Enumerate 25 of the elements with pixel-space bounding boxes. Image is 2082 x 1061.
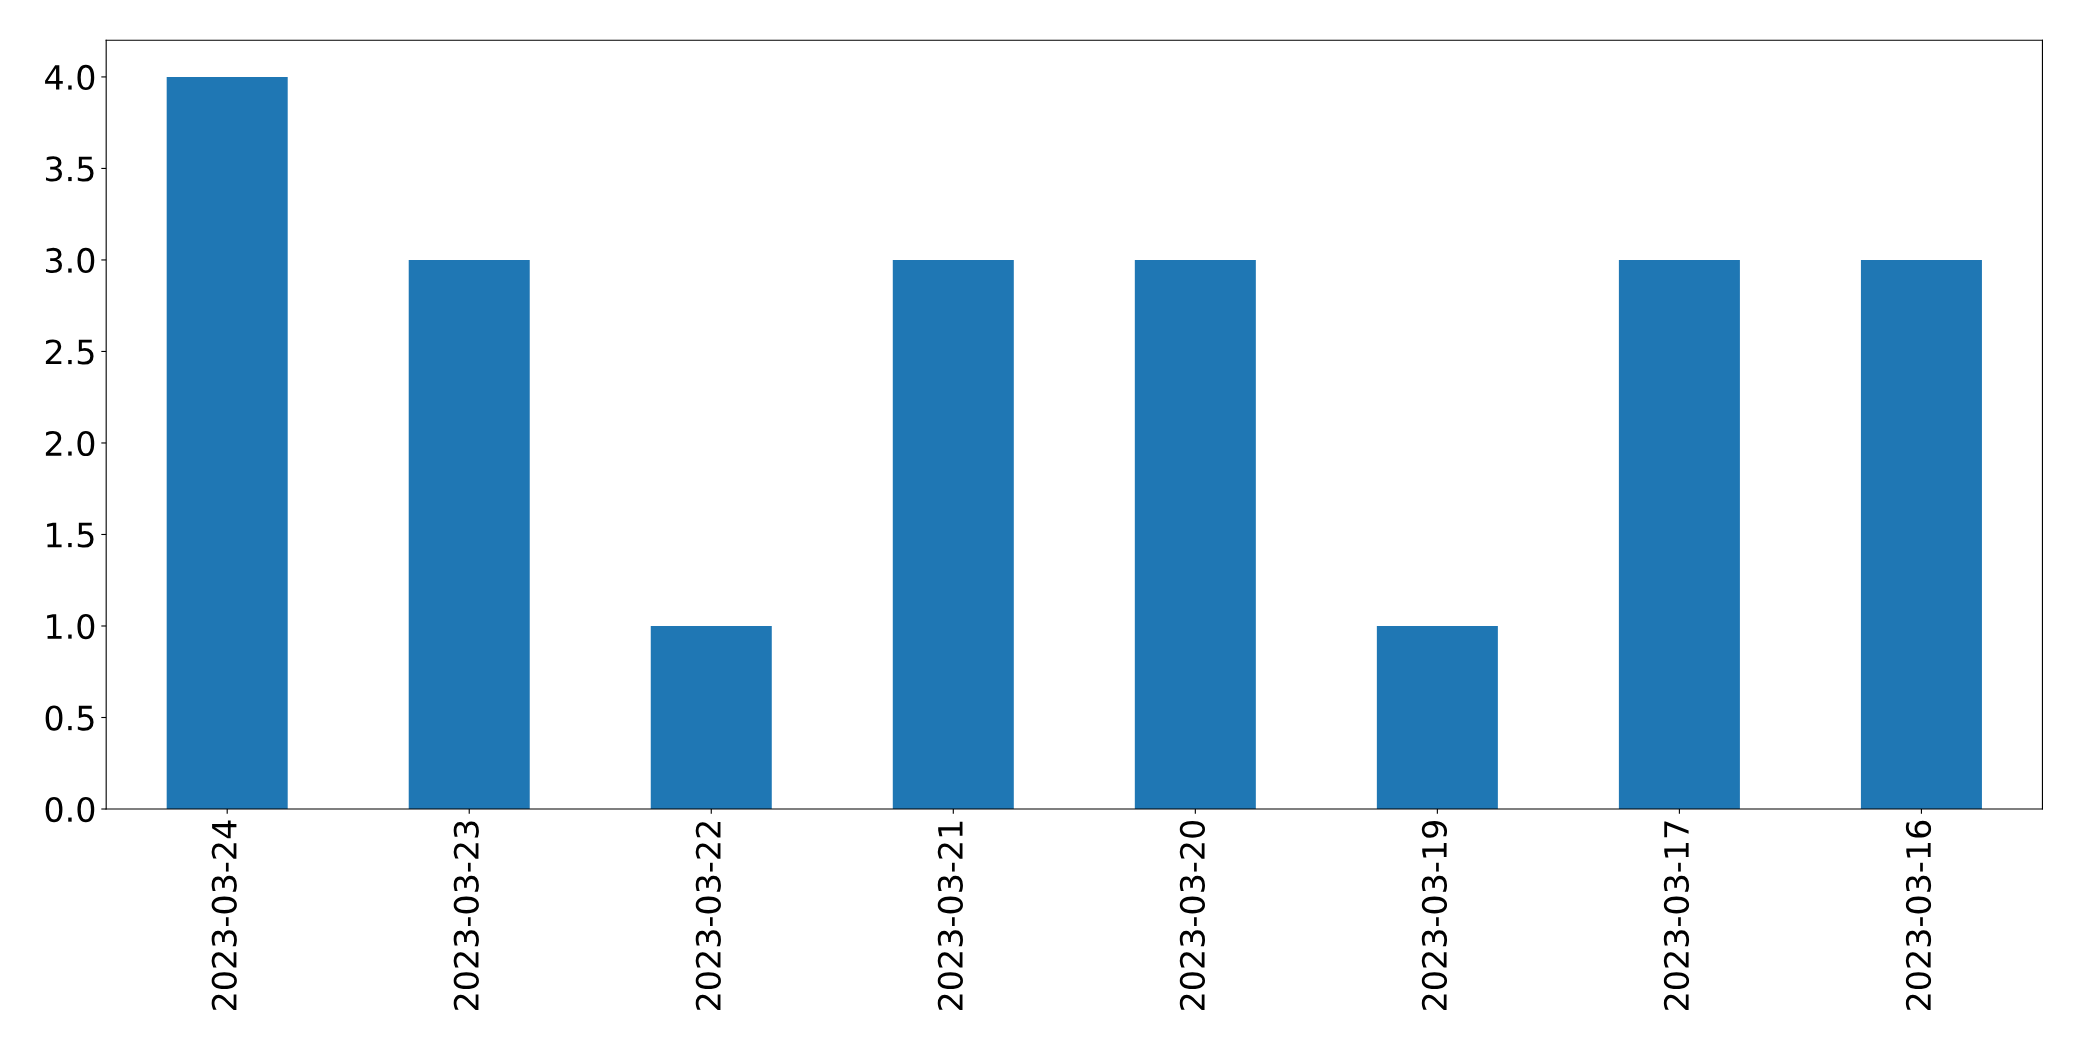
x-tick-label: 2023-03-21: [937, 821, 963, 1011]
y-tick-label: 0.5: [45, 705, 94, 731]
y-tick-label: 3.0: [45, 247, 95, 274]
y-tick-label: 2.0: [45, 430, 95, 457]
bar: [408, 259, 530, 810]
x-tick-label: 2023-03-20: [1179, 820, 1205, 1011]
x-tick-label: 2023-03-16: [1905, 820, 1932, 1011]
bar: [1134, 259, 1256, 810]
y-tick-label: 3.5: [45, 156, 94, 182]
x-tick-label: 2023-03-19: [1421, 821, 1448, 1011]
bar: [1376, 625, 1498, 810]
bar: [1618, 259, 1740, 810]
y-tick-label: 2.5: [45, 339, 94, 365]
y-tick-label: 1.5: [47, 522, 94, 548]
x-tick-label: 2023-03-22: [695, 822, 721, 1011]
x-tick-label: 2023-03-24: [211, 820, 237, 1011]
x-tick-label: 2023-03-17: [1663, 821, 1690, 1011]
y-tick-label: 4.0: [45, 64, 95, 91]
y-tick-label: 0.0: [45, 796, 95, 823]
bar: [650, 625, 772, 810]
bar: [166, 76, 288, 810]
bar: [1860, 259, 1982, 810]
bar: [892, 259, 1014, 810]
x-tick-label: 2023-03-23: [453, 821, 479, 1011]
y-tick-label: 1.0: [47, 613, 95, 640]
